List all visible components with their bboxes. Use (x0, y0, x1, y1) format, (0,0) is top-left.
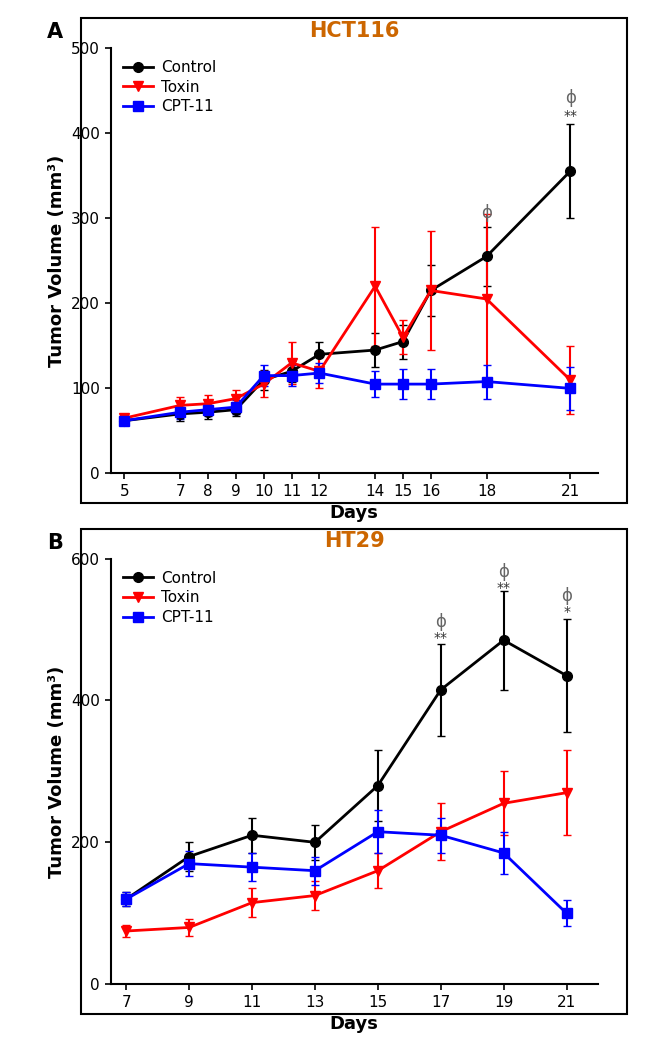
Text: **: ** (497, 582, 511, 596)
Text: ϕ: ϕ (481, 204, 492, 222)
Title: HCT116: HCT116 (309, 21, 400, 40)
Legend: Control, Toxin, CPT-11: Control, Toxin, CPT-11 (118, 55, 221, 119)
Text: *: * (563, 605, 570, 619)
Title: HT29: HT29 (324, 532, 385, 551)
Text: **: ** (434, 631, 448, 645)
Y-axis label: Tumor Volume (mm³): Tumor Volume (mm³) (47, 665, 66, 878)
Text: A: A (47, 22, 63, 43)
Text: B: B (47, 533, 63, 553)
Text: ϕ: ϕ (498, 563, 509, 581)
X-axis label: Days: Days (330, 1015, 379, 1033)
Text: ϕ: ϕ (561, 586, 572, 604)
Y-axis label: Tumor Volume (mm³): Tumor Volume (mm³) (47, 154, 66, 367)
Text: ϕ: ϕ (565, 89, 576, 107)
Legend: Control, Toxin, CPT-11: Control, Toxin, CPT-11 (118, 566, 221, 630)
Text: **: ** (563, 109, 577, 122)
Text: ϕ: ϕ (436, 613, 446, 631)
X-axis label: Days: Days (330, 504, 379, 522)
